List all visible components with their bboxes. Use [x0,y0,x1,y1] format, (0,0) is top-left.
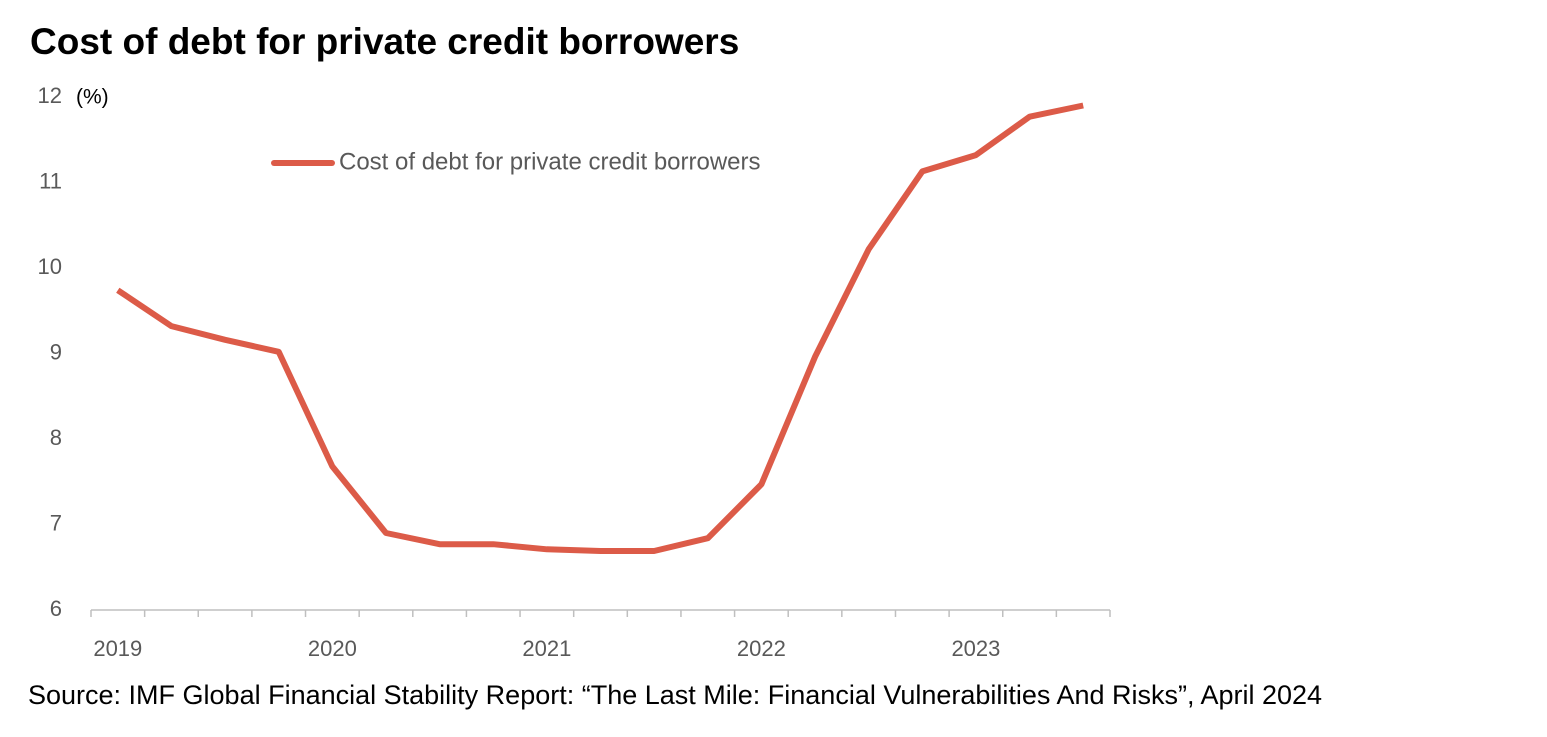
legend-label: Cost of debt for private credit borrower… [339,148,761,175]
y-unit-label: (%) [76,86,109,109]
y-tick-label: 12 [38,83,62,108]
x-tick-label: 2021 [522,636,571,661]
y-tick-label: 8 [50,425,62,450]
x-tick-label: 2020 [308,636,357,661]
x-tick-label: 2019 [93,636,142,661]
source-note: Source: IMF Global Financial Stability R… [28,680,1322,710]
y-tick-label: 7 [50,510,62,535]
chart-title: Cost of debt for private credit borrower… [30,21,739,62]
y-tick-label: 9 [50,339,62,364]
x-tick-label: 2023 [951,636,1000,661]
y-tick-label: 10 [38,254,62,279]
data-line [116,102,1084,554]
x-tick-label: 2022 [737,636,786,661]
y-tick-label: 11 [39,168,62,193]
y-tick-label: 6 [50,596,62,621]
